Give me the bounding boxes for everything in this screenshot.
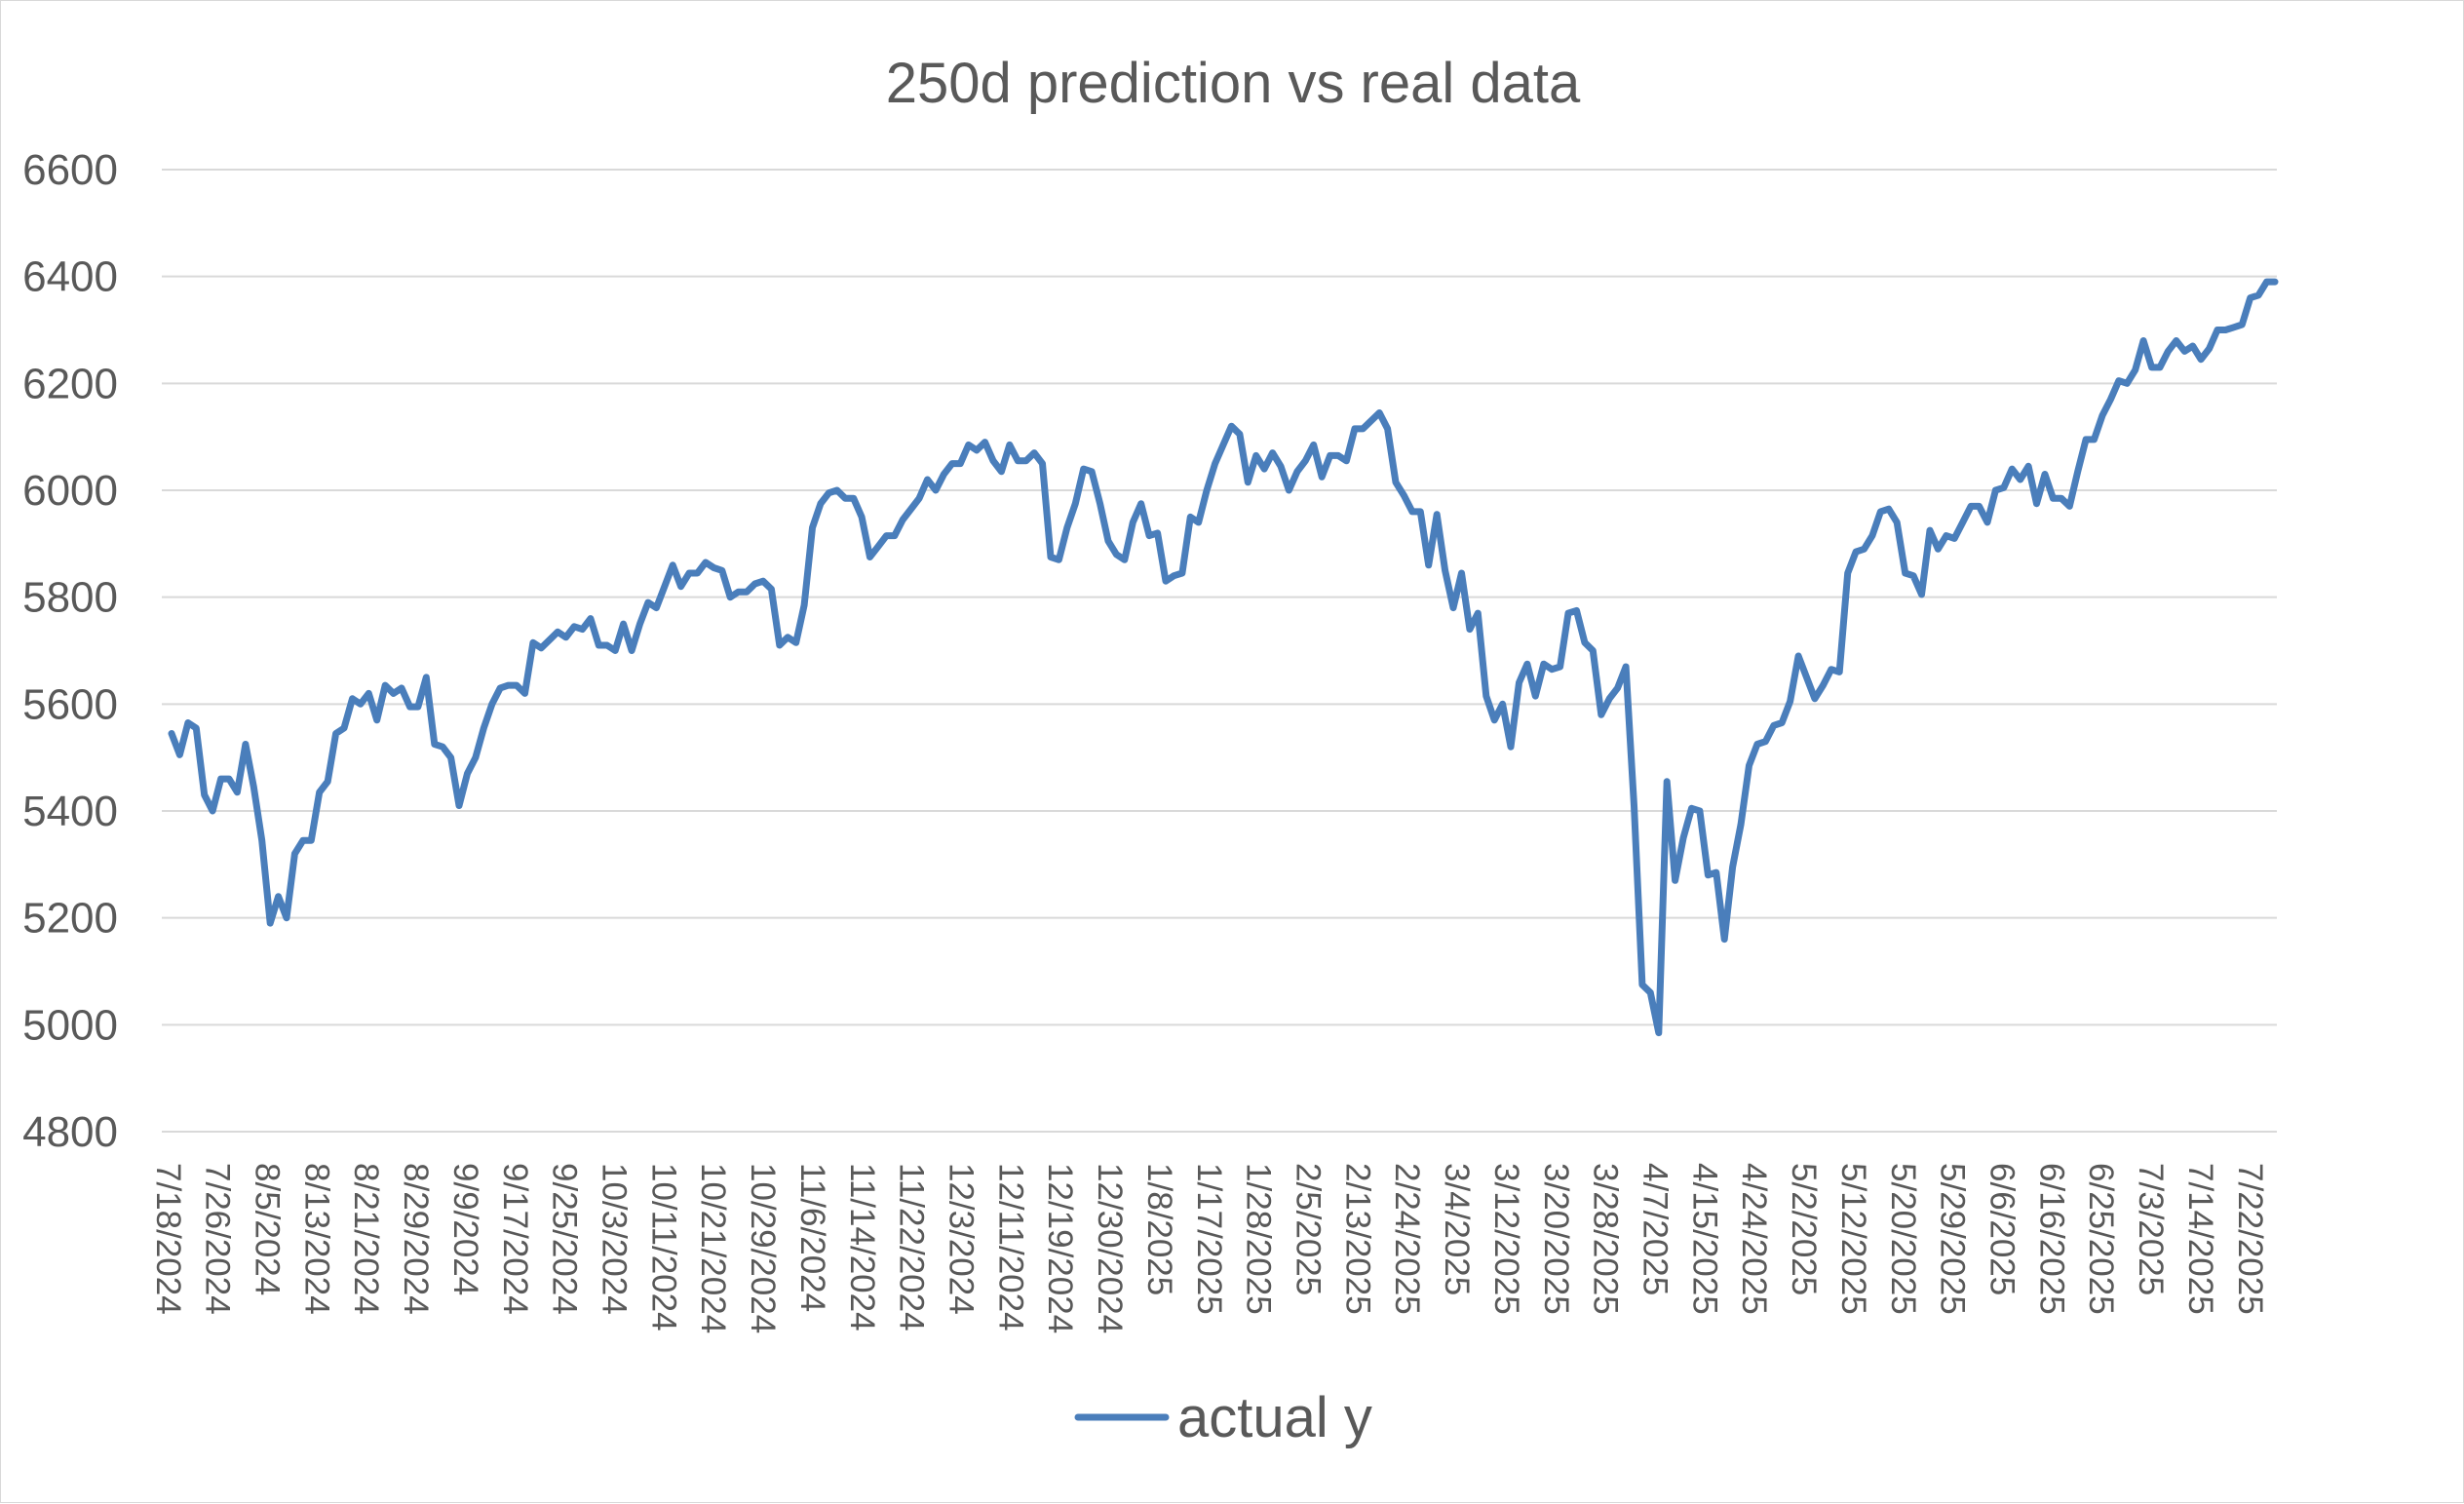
x-tick-label: 11/14/2024 (843, 1163, 881, 1331)
x-tick-label: 1/17/2025 (1190, 1163, 1228, 1315)
x-tick-label: 6/25/2025 (2082, 1163, 2120, 1315)
x-tick-label: 3/20/2025 (1537, 1163, 1575, 1315)
x-tick-label: 9/17/2024 (496, 1163, 534, 1315)
x-tick-label: 8/29/2024 (397, 1163, 435, 1315)
x-tick-label: 10/3/2024 (595, 1163, 633, 1315)
y-tick-label: 5800 (22, 574, 118, 622)
y-axis-tick-labels: 4800 5000 5200 5400 5600 5800 6000 6200 6400 6600 (22, 146, 118, 1156)
x-tick-label: 3/28/2025 (1587, 1163, 1625, 1315)
x-tick-label: 5/12/2025 (1834, 1163, 1872, 1315)
y-tick-label: 4800 (22, 1108, 118, 1156)
x-tick-label: 6/6/2025 (1983, 1163, 2021, 1295)
y-tick-label: 5200 (22, 895, 118, 943)
x-tick-label: 10/11/2024 (644, 1163, 682, 1331)
x-tick-label: 12/19/2024 (1041, 1163, 1079, 1333)
x-tick-label: 7/26/2024 (199, 1163, 237, 1315)
x-tick-label: 7/22/2025 (2231, 1163, 2269, 1315)
x-tick-label: 1/8/2025 (1140, 1163, 1178, 1295)
x-tick-label: 7/14/2025 (2181, 1163, 2219, 1315)
x-tick-label: 8/5/2024 (248, 1163, 286, 1295)
y-tick-label: 5400 (22, 788, 118, 835)
x-tick-label: 12/30/2024 (1091, 1163, 1129, 1333)
x-tick-label: 1/28/2025 (1240, 1163, 1278, 1315)
y-tick-label: 6600 (22, 146, 118, 194)
y-tick-label: 5000 (22, 1001, 118, 1049)
x-tick-label: 3/12/2025 (1487, 1163, 1525, 1315)
legend: actual y (1074, 1386, 1372, 1449)
x-tick-label: 8/21/2024 (347, 1163, 385, 1315)
gridlines (162, 169, 2277, 1133)
x-tick-label: 5/20/2025 (1884, 1163, 1922, 1315)
x-tick-label: 7/3/2025 (2132, 1163, 2170, 1295)
y-tick-label: 6200 (22, 360, 118, 407)
x-axis-tick-labels: 7/18/2024 7/26/2024 8/5/2024 8/13/2024 8/21/… (149, 1163, 2269, 1333)
x-tick-label: 12/3/2024 (942, 1163, 980, 1315)
legend-label-actual-y: actual y (1177, 1386, 1372, 1449)
x-tick-label: 4/24/2025 (1735, 1163, 1773, 1315)
y-tick-label: 6400 (22, 253, 118, 301)
x-tick-label: 7/18/2024 (149, 1163, 187, 1315)
x-tick-label: 2/13/2025 (1338, 1163, 1376, 1315)
chart-title: 250d prediction vs real data (886, 52, 1581, 115)
x-tick-label: 11/22/2024 (893, 1163, 931, 1331)
y-tick-label: 6000 (22, 467, 118, 515)
series-line-actual-y (168, 278, 2279, 1037)
x-tick-label: 11/6/2024 (793, 1163, 831, 1312)
x-tick-label: 5/29/2025 (1934, 1163, 1972, 1315)
x-tick-label: 4/15/2025 (1685, 1163, 1723, 1315)
x-tick-label: 4/7/2025 (1636, 1163, 1674, 1295)
x-tick-label: 8/13/2024 (297, 1163, 335, 1315)
x-tick-label: 5/2/2025 (1785, 1163, 1823, 1295)
x-tick-label: 3/4/2025 (1438, 1163, 1476, 1295)
x-tick-label: 9/25/2024 (546, 1163, 584, 1315)
x-tick-label: 12/11/2024 (991, 1163, 1029, 1331)
series-lines (168, 278, 2279, 1037)
x-tick-label: 10/29/2024 (744, 1163, 782, 1333)
y-tick-label: 5600 (22, 680, 118, 728)
x-tick-label: 2/24/2025 (1388, 1163, 1426, 1315)
x-tick-label: 10/21/2024 (694, 1163, 732, 1333)
x-tick-label: 2/5/2025 (1289, 1163, 1327, 1295)
x-tick-label: 9/9/2024 (446, 1163, 484, 1295)
x-tick-label: 6/16/2025 (2032, 1163, 2070, 1315)
